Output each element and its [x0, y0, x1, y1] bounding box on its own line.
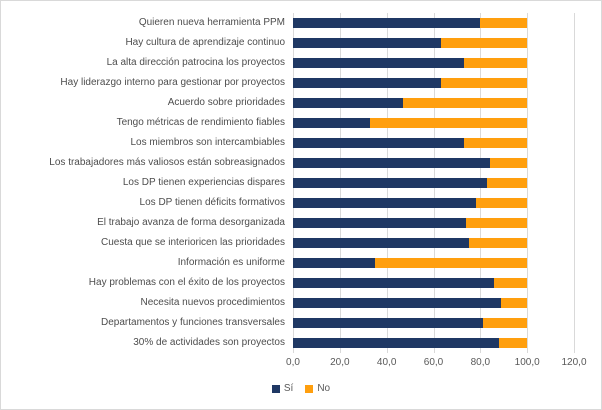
bar-segment-si	[293, 218, 467, 228]
bar-row	[293, 18, 528, 28]
category-label: 30% de actividades son proyectos	[133, 337, 285, 348]
bar-row	[293, 38, 528, 48]
x-tick-label: 100,0	[514, 357, 540, 368]
x-tick-label: 40,0	[376, 357, 397, 368]
bar-row	[293, 178, 528, 188]
category-label: Información es uniforme	[177, 257, 285, 268]
bar-row	[293, 198, 528, 208]
bar-row	[293, 298, 528, 308]
legend-item-si: Sí	[271, 383, 294, 394]
bar-segment-si	[293, 118, 371, 128]
bar-segment-si	[293, 258, 375, 268]
x-tick-label: 120,0	[561, 357, 587, 368]
gridline	[527, 13, 529, 353]
bar-segment-no	[403, 98, 528, 108]
bar-row	[293, 238, 528, 248]
category-label: Hay cultura de aprendizaje continuo	[125, 37, 285, 48]
x-tick-label: 60,0	[423, 357, 444, 368]
bar-segment-si	[293, 98, 404, 108]
bar-segment-no	[499, 338, 528, 348]
bar-segment-si	[293, 338, 500, 348]
bar-segment-no	[487, 178, 528, 188]
bar-row	[293, 138, 528, 148]
gridline	[574, 13, 575, 353]
bar-segment-si	[293, 158, 490, 168]
bar-segment-no	[440, 78, 528, 88]
bar-row	[293, 258, 528, 268]
bar-row	[293, 218, 528, 228]
legend-label-si: Sí	[283, 383, 294, 394]
bar-segment-no	[480, 18, 528, 28]
category-label: Cuesta que se interioricen las prioridad…	[101, 237, 285, 248]
bar-segment-si	[293, 298, 502, 308]
x-tick-label: 20,0	[330, 357, 350, 368]
bar-segment-si	[293, 38, 441, 48]
bar-row	[293, 118, 528, 128]
bar-segment-no	[463, 58, 528, 68]
legend-label-no: No	[317, 383, 331, 394]
legend-swatch-no-icon	[305, 384, 314, 393]
bar-row	[293, 58, 528, 68]
x-axis: 0,0 20,0 40,0 60,0 80,0 100,0 120,0	[286, 357, 586, 371]
bar-row	[293, 78, 528, 88]
bar-segment-no	[440, 38, 528, 48]
bar-segment-si	[293, 278, 495, 288]
bar-segment-si	[293, 58, 464, 68]
category-label: El trabajo avanza de forma desorganizada	[97, 217, 285, 228]
legend-item-no: No	[305, 383, 330, 394]
bar-segment-no	[463, 138, 528, 148]
bar-segment-no	[374, 258, 528, 268]
category-label: Los miembros son intercambiables	[130, 137, 285, 148]
category-label: Quieren nueva herramienta PPM	[138, 17, 285, 28]
bar-row	[293, 338, 528, 348]
bar-segment-no	[489, 158, 528, 168]
bar-row	[293, 318, 528, 328]
plot-area	[293, 13, 575, 353]
category-label: Hay liderazgo interno para gestionar por…	[60, 77, 285, 88]
bar-segment-si	[293, 178, 488, 188]
category-label: Los DP tienen experiencias dispares	[122, 177, 285, 188]
bar-segment-no	[494, 278, 528, 288]
bar-segment-no	[466, 218, 528, 228]
bar-segment-si	[293, 318, 483, 328]
bar-segment-si	[293, 78, 441, 88]
category-label: Hay problemas con el éxito de los proyec…	[88, 277, 285, 288]
category-label: Departamentos y funciones transversales	[101, 317, 285, 328]
category-axis: Quieren nueva herramienta PPM Hay cultura…	[1, 13, 289, 353]
legend-swatch-si-icon	[271, 384, 280, 393]
bar-segment-si	[293, 18, 481, 28]
x-tick-label: 80,0	[470, 357, 491, 368]
bar-segment-si	[293, 138, 464, 148]
category-label: Necesita nuevos procedimientos	[140, 297, 285, 308]
bar-row	[293, 278, 528, 288]
x-tick-label: 0,0	[286, 357, 300, 368]
bar-segment-si	[293, 238, 469, 248]
category-label: La alta dirección patrocina los proyecto…	[106, 57, 285, 68]
category-label: Tengo métricas de rendimiento fiables	[116, 117, 285, 128]
bar-row	[293, 98, 528, 108]
category-label: Los trabajadores más valiosos están sobr…	[49, 157, 285, 168]
category-label: Acuerdo sobre prioridades	[167, 97, 285, 108]
bar-segment-no	[475, 198, 528, 208]
bar-segment-si	[293, 198, 476, 208]
bar-row	[293, 158, 528, 168]
bar-segment-no	[501, 298, 528, 308]
bar-segment-no	[468, 238, 528, 248]
bar-segment-no	[482, 318, 528, 328]
bar-segment-no	[370, 118, 528, 128]
category-label: Los DP tienen déficits formativos	[139, 197, 285, 208]
legend: Sí No	[1, 383, 601, 394]
